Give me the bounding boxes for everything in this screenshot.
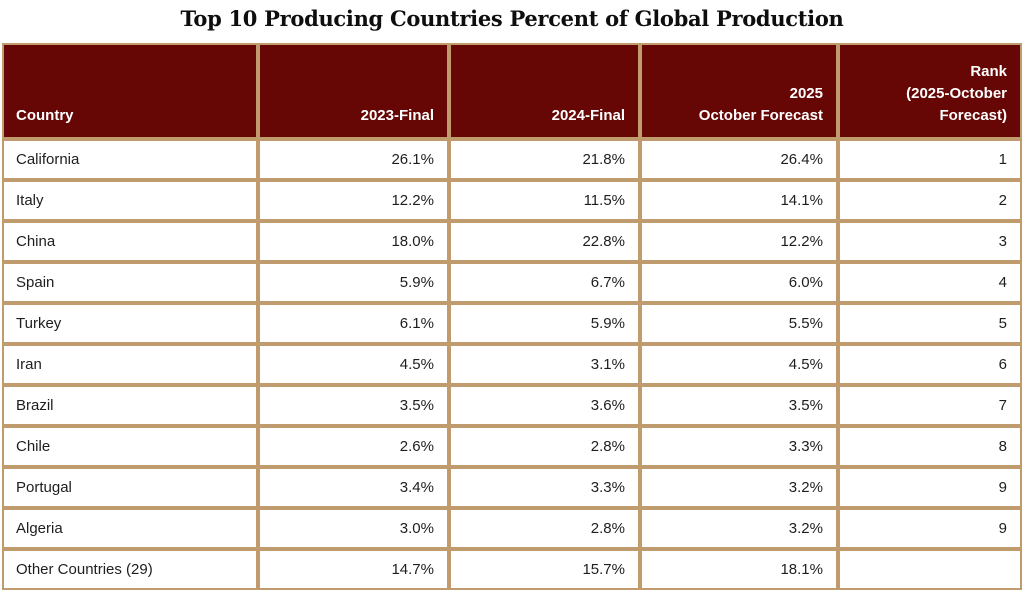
cell-2024-final: 3.6% [449, 385, 640, 426]
cell-2024-final: 21.8% [449, 139, 640, 180]
table-row: Iran 4.5% 3.1% 4.5% 6 [2, 344, 1022, 385]
table-row: Chile 2.6% 2.8% 3.3% 8 [2, 426, 1022, 467]
page-title: Top 10 Producing Countries Percent of Gl… [180, 6, 844, 31]
cell-country: Iran [2, 344, 258, 385]
cell-2025-forecast: 5.5% [640, 303, 838, 344]
cell-rank: 9 [838, 508, 1022, 549]
cell-rank: 9 [838, 467, 1022, 508]
cell-2023-final: 3.4% [258, 467, 449, 508]
cell-2025-forecast: 26.4% [640, 139, 838, 180]
cell-2023-final: 4.5% [258, 344, 449, 385]
table-row: China 18.0% 22.8% 12.2% 3 [2, 221, 1022, 262]
cell-country: Italy [2, 180, 258, 221]
cell-2025-forecast: 3.3% [640, 426, 838, 467]
cell-country: Portugal [2, 467, 258, 508]
cell-rank: 2 [838, 180, 1022, 221]
table-row: California 26.1% 21.8% 26.4% 1 [2, 139, 1022, 180]
cell-2023-final: 3.0% [258, 508, 449, 549]
cell-2023-final: 12.2% [258, 180, 449, 221]
cell-2024-final: 11.5% [449, 180, 640, 221]
production-table: Country 2023-Final 2024-Final 2025 Octob… [2, 43, 1022, 590]
cell-rank: 8 [838, 426, 1022, 467]
cell-2025-forecast: 12.2% [640, 221, 838, 262]
cell-country: California [2, 139, 258, 180]
table-row: Algeria 3.0% 2.8% 3.2% 9 [2, 508, 1022, 549]
cell-2023-final: 2.6% [258, 426, 449, 467]
cell-2025-forecast: 14.1% [640, 180, 838, 221]
cell-rank: 3 [838, 221, 1022, 262]
cell-rank: 1 [838, 139, 1022, 180]
table-row: Other Countries (29) 14.7% 15.7% 18.1% [2, 549, 1022, 590]
table-row: Portugal 3.4% 3.3% 3.2% 9 [2, 467, 1022, 508]
column-header-rank: Rank (2025-October Forecast) [838, 43, 1022, 139]
cell-country: China [2, 221, 258, 262]
cell-2024-final: 15.7% [449, 549, 640, 590]
column-header-country: Country [2, 43, 258, 139]
table-row: Italy 12.2% 11.5% 14.1% 2 [2, 180, 1022, 221]
cell-2025-forecast: 4.5% [640, 344, 838, 385]
cell-2025-forecast: 6.0% [640, 262, 838, 303]
cell-2024-final: 3.1% [449, 344, 640, 385]
cell-2024-final: 2.8% [449, 426, 640, 467]
cell-2025-forecast: 3.2% [640, 508, 838, 549]
cell-rank: 7 [838, 385, 1022, 426]
table-row: Spain 5.9% 6.7% 6.0% 4 [2, 262, 1022, 303]
cell-2024-final: 22.8% [449, 221, 640, 262]
cell-2023-final: 6.1% [258, 303, 449, 344]
cell-2024-final: 3.3% [449, 467, 640, 508]
cell-2025-forecast: 3.2% [640, 467, 838, 508]
cell-country: Other Countries (29) [2, 549, 258, 590]
cell-rank [838, 549, 1022, 590]
cell-2023-final: 14.7% [258, 549, 449, 590]
cell-2023-final: 3.5% [258, 385, 449, 426]
cell-country: Brazil [2, 385, 258, 426]
cell-2024-final: 2.8% [449, 508, 640, 549]
cell-rank: 4 [838, 262, 1022, 303]
cell-2025-forecast: 3.5% [640, 385, 838, 426]
cell-rank: 6 [838, 344, 1022, 385]
cell-2023-final: 5.9% [258, 262, 449, 303]
column-header-2023-final: 2023-Final [258, 43, 449, 139]
column-header-2025-october-forecast: 2025 October Forecast [640, 43, 838, 139]
cell-country: Turkey [2, 303, 258, 344]
cell-country: Chile [2, 426, 258, 467]
cell-2024-final: 5.9% [449, 303, 640, 344]
cell-country: Spain [2, 262, 258, 303]
table-row: Brazil 3.5% 3.6% 3.5% 7 [2, 385, 1022, 426]
header-row: Country 2023-Final 2024-Final 2025 Octob… [2, 43, 1022, 139]
cell-2024-final: 6.7% [449, 262, 640, 303]
cell-2025-forecast: 18.1% [640, 549, 838, 590]
cell-2023-final: 18.0% [258, 221, 449, 262]
cell-rank: 5 [838, 303, 1022, 344]
cell-2023-final: 26.1% [258, 139, 449, 180]
cell-country: Algeria [2, 508, 258, 549]
table-row: Turkey 6.1% 5.9% 5.5% 5 [2, 303, 1022, 344]
column-header-2024-final: 2024-Final [449, 43, 640, 139]
